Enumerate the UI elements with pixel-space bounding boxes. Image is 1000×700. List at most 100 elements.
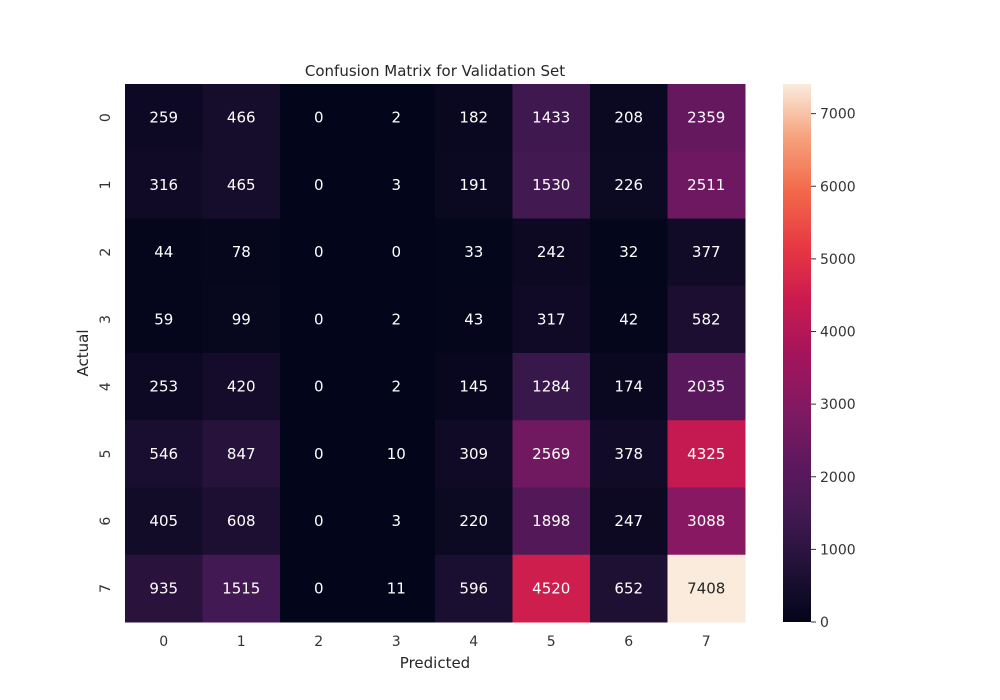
colorbar-tick-label: 1000 bbox=[820, 542, 856, 558]
cell-value-label: 0 bbox=[314, 243, 324, 261]
heatmap-cell bbox=[435, 353, 513, 421]
x-tick-label: 6 bbox=[624, 634, 633, 650]
heatmap-cell bbox=[590, 554, 668, 623]
x-tick-label: 3 bbox=[392, 634, 401, 650]
cell-value-label: 2359 bbox=[687, 109, 725, 127]
heatmap-cell bbox=[512, 353, 591, 421]
cell-value-label: 253 bbox=[149, 378, 178, 396]
heatmap-cell bbox=[667, 84, 746, 152]
cell-value-label: 1284 bbox=[532, 378, 570, 396]
cell-value-label: 2 bbox=[391, 109, 401, 127]
cell-value-label: 226 bbox=[614, 176, 643, 194]
cell-value-label: 99 bbox=[232, 310, 251, 328]
heatmap-cell bbox=[667, 554, 746, 623]
cell-value-label: 11 bbox=[387, 579, 406, 597]
x-tick-label: 2 bbox=[314, 634, 323, 650]
heatmap-cell bbox=[357, 487, 436, 556]
y-tick-label: 5 bbox=[98, 449, 114, 458]
y-tick-label: 1 bbox=[98, 180, 114, 189]
heatmap-cell bbox=[357, 151, 436, 219]
heatmap-cell bbox=[590, 84, 668, 152]
colorbar-tick-label: 7000 bbox=[820, 107, 856, 123]
colorbar-tick-label: 6000 bbox=[820, 179, 856, 195]
cell-value-label: 847 bbox=[227, 445, 256, 463]
heatmap-cell bbox=[667, 353, 746, 421]
heatmap-cell bbox=[590, 487, 668, 556]
heatmap-cell bbox=[667, 420, 746, 488]
heatmap-cell bbox=[590, 218, 668, 287]
heatmap-cell bbox=[357, 285, 436, 354]
cell-value-label: 405 bbox=[149, 512, 178, 530]
colorbar-tick-label: 5000 bbox=[820, 252, 856, 268]
cell-value-label: 420 bbox=[227, 378, 256, 396]
cell-value-label: 0 bbox=[314, 512, 324, 530]
colorbar-tick-label: 2000 bbox=[820, 470, 856, 486]
heatmap-cell bbox=[590, 420, 668, 488]
cell-value-label: 259 bbox=[149, 109, 178, 127]
heatmap-cell bbox=[202, 420, 281, 488]
y-tick-labels: 0 1 2 3 4 5 6 7 bbox=[98, 113, 114, 593]
cell-value-label: 316 bbox=[149, 176, 178, 194]
heatmap-cell bbox=[280, 420, 358, 488]
heatmap-cell bbox=[280, 84, 358, 152]
cell-value-label: 2511 bbox=[687, 176, 725, 194]
heatmap-cell bbox=[125, 554, 203, 623]
cell-value-label: 652 bbox=[614, 579, 643, 597]
x-tick-label: 7 bbox=[702, 634, 711, 650]
cell-value-label: 466 bbox=[227, 109, 256, 127]
cell-value-label: 7408 bbox=[687, 579, 725, 597]
colorbar-ticks: 0 1000 2000 3000 4000 5000 6000 7000 bbox=[811, 107, 856, 631]
cell-value-label: 247 bbox=[614, 512, 643, 530]
cell-value-label: 377 bbox=[692, 243, 721, 261]
heatmap-cell bbox=[435, 487, 513, 556]
cell-value-label: 309 bbox=[459, 445, 488, 463]
cell-value-label: 0 bbox=[314, 445, 324, 463]
heatmap-cell bbox=[357, 84, 436, 152]
x-tick-label: 4 bbox=[469, 634, 478, 650]
colorbar bbox=[783, 84, 811, 622]
y-axis-title: Actual bbox=[74, 330, 92, 377]
cell-value-label: 174 bbox=[614, 378, 643, 396]
cell-value-label: 182 bbox=[459, 109, 488, 127]
cell-value-label: 4325 bbox=[687, 445, 725, 463]
heatmap-cell bbox=[280, 353, 358, 421]
heatmap-cell bbox=[590, 151, 668, 219]
cell-value-label: 33 bbox=[464, 243, 483, 261]
heatmap-cell bbox=[280, 285, 358, 354]
colorbar-tick-label: 4000 bbox=[820, 325, 856, 341]
heatmap-cell bbox=[435, 554, 513, 623]
heatmap-cell bbox=[125, 151, 203, 219]
cell-value-label: 0 bbox=[314, 109, 324, 127]
cell-value-label: 0 bbox=[314, 176, 324, 194]
cell-value-label: 582 bbox=[692, 310, 721, 328]
heatmap-cell bbox=[435, 285, 513, 354]
cell-value-label: 43 bbox=[464, 310, 483, 328]
cell-value-label: 608 bbox=[227, 512, 256, 530]
cell-value-label: 208 bbox=[614, 109, 643, 127]
heatmap-cell bbox=[512, 151, 591, 219]
cell-value-label: 596 bbox=[459, 579, 488, 597]
cell-value-label: 3 bbox=[391, 176, 401, 194]
x-tick-labels: 0 1 2 3 4 5 6 7 bbox=[159, 634, 710, 650]
heatmap-cell bbox=[357, 554, 436, 623]
heatmap-cell bbox=[512, 420, 591, 488]
y-tick-label: 2 bbox=[98, 248, 114, 257]
heatmap-cell bbox=[512, 554, 591, 623]
heatmap-cell bbox=[202, 218, 281, 287]
heatmap-cell bbox=[125, 285, 203, 354]
heatmap-cell bbox=[280, 554, 358, 623]
heatmap-cell bbox=[435, 420, 513, 488]
y-tick-label: 0 bbox=[98, 113, 114, 122]
cell-value-label: 0 bbox=[314, 378, 324, 396]
cell-value-label: 2 bbox=[391, 378, 401, 396]
heatmap-cell bbox=[202, 84, 281, 152]
heatmap-cell bbox=[125, 487, 203, 556]
heatmap-cell bbox=[125, 84, 203, 152]
heatmap-cell bbox=[435, 151, 513, 219]
heatmap-cell bbox=[435, 84, 513, 152]
y-tick-label: 6 bbox=[98, 517, 114, 526]
heatmap-cell bbox=[357, 420, 436, 488]
heatmap-cell bbox=[280, 151, 358, 219]
x-tick-label: 5 bbox=[547, 634, 556, 650]
